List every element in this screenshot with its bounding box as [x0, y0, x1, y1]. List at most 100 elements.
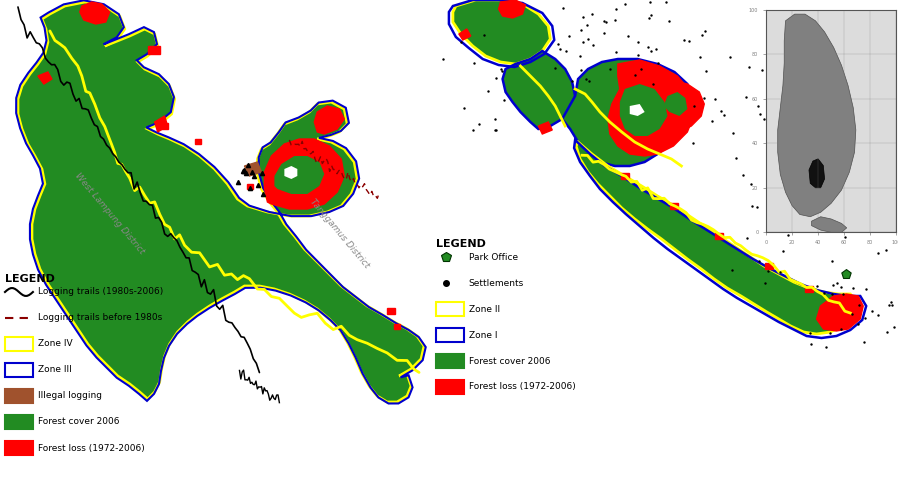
Polygon shape — [285, 166, 297, 179]
Polygon shape — [608, 60, 695, 156]
Point — [855, 190, 869, 198]
Point — [823, 330, 837, 337]
Point — [596, 29, 611, 36]
Point — [770, 115, 785, 122]
Polygon shape — [816, 294, 863, 331]
Text: Forest loss (1972-2006): Forest loss (1972-2006) — [469, 382, 576, 392]
Point — [585, 10, 599, 18]
Point — [780, 231, 795, 239]
Text: Settlements: Settlements — [469, 278, 524, 287]
Polygon shape — [812, 217, 847, 232]
Point — [643, 0, 657, 6]
Point — [761, 267, 775, 275]
Point — [598, 18, 612, 26]
Polygon shape — [577, 142, 857, 334]
Point — [760, 166, 774, 173]
Point — [628, 71, 642, 79]
Point — [789, 120, 804, 127]
Point — [817, 289, 832, 297]
Point — [466, 126, 480, 134]
Point — [744, 181, 758, 188]
Point — [609, 6, 623, 14]
Text: Forest cover 2006: Forest cover 2006 — [469, 357, 550, 365]
Point — [608, 16, 622, 24]
Polygon shape — [657, 81, 704, 132]
Point — [886, 323, 898, 331]
Point — [753, 110, 767, 118]
Text: Tanggamus District: Tanggamus District — [308, 197, 371, 270]
Point — [682, 37, 697, 45]
Point — [723, 54, 737, 61]
Point — [867, 188, 881, 196]
Point — [642, 14, 656, 22]
Point — [573, 52, 587, 60]
Point — [578, 75, 593, 83]
Point — [755, 66, 770, 74]
Point — [686, 139, 700, 147]
Point — [751, 102, 765, 109]
Point — [804, 340, 818, 348]
Point — [810, 283, 824, 290]
Point — [739, 93, 753, 101]
Polygon shape — [562, 59, 694, 166]
Point — [695, 31, 709, 39]
Point — [693, 53, 708, 60]
Point — [548, 64, 562, 72]
Point — [561, 32, 576, 40]
Point — [833, 283, 848, 290]
Point — [788, 77, 802, 85]
Point — [454, 38, 469, 45]
Point — [618, 0, 632, 8]
Point — [493, 65, 507, 73]
Point — [489, 126, 504, 134]
Point — [649, 45, 664, 53]
Bar — [715, 233, 723, 239]
Point — [621, 32, 636, 40]
Point — [551, 40, 566, 48]
Polygon shape — [459, 29, 471, 40]
Polygon shape — [275, 156, 324, 194]
Polygon shape — [503, 51, 575, 129]
Point — [878, 246, 893, 254]
Text: Forest cover 2006: Forest cover 2006 — [38, 418, 119, 426]
Point — [826, 281, 841, 288]
Polygon shape — [18, 2, 424, 402]
Point — [852, 302, 867, 309]
Polygon shape — [620, 84, 667, 136]
Point — [885, 302, 898, 309]
Text: LEGEND: LEGEND — [5, 274, 55, 284]
Polygon shape — [538, 122, 552, 134]
Point — [752, 257, 766, 265]
Point — [773, 268, 788, 276]
Point — [641, 44, 656, 51]
Polygon shape — [38, 72, 52, 84]
Point — [804, 137, 818, 145]
Bar — [195, 139, 200, 144]
Point — [824, 257, 839, 265]
Point — [725, 266, 739, 273]
Point — [830, 279, 844, 287]
Point — [658, 0, 673, 5]
Text: Zone IV: Zone IV — [38, 339, 73, 348]
Point — [489, 126, 503, 134]
Point — [839, 270, 853, 278]
Point — [717, 111, 731, 119]
Polygon shape — [664, 92, 687, 116]
Point — [698, 27, 712, 34]
Bar — [5, 337, 33, 351]
Point — [740, 235, 754, 242]
Point — [489, 74, 504, 82]
Point — [869, 176, 884, 183]
Point — [559, 47, 573, 55]
Point — [467, 59, 481, 67]
Point — [585, 41, 600, 49]
Bar — [436, 328, 464, 342]
Point — [580, 35, 594, 43]
Point — [879, 328, 894, 336]
Point — [742, 62, 756, 70]
Point — [844, 310, 858, 318]
Text: Logging trails before 1980s: Logging trails before 1980s — [38, 314, 163, 322]
Bar — [248, 184, 253, 189]
Point — [858, 314, 872, 321]
Point — [776, 247, 790, 255]
